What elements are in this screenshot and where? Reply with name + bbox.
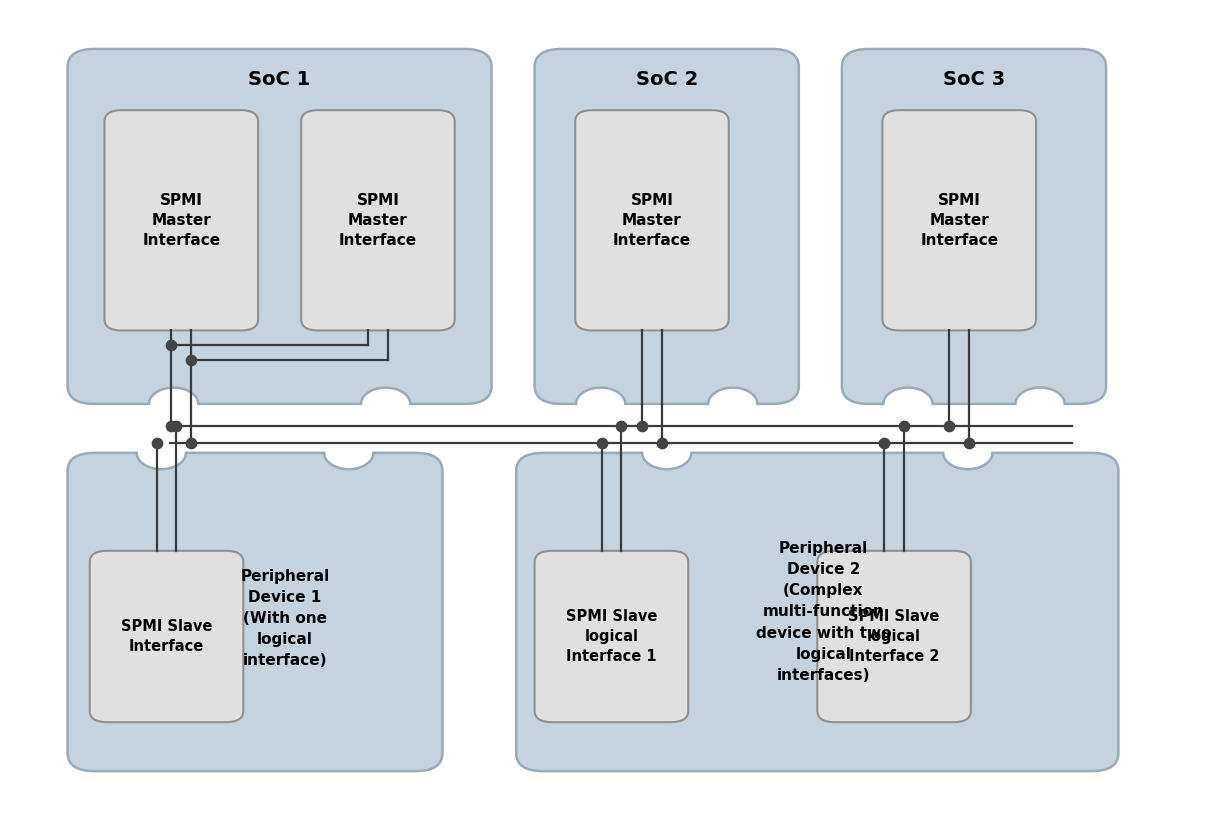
Circle shape — [136, 437, 186, 469]
Text: Peripheral
Device 1
(With one
logical
interface): Peripheral Device 1 (With one logical in… — [241, 569, 329, 667]
Circle shape — [324, 437, 374, 469]
Text: Peripheral
Device 2
(Complex
multi-function
device with two
logical
interfaces): Peripheral Device 2 (Complex multi-funct… — [756, 542, 891, 682]
FancyBboxPatch shape — [575, 110, 729, 330]
Text: SPMI
Master
Interface: SPMI Master Interface — [143, 193, 220, 247]
Text: SPMI
Master
Interface: SPMI Master Interface — [613, 193, 691, 247]
Point — [893, 419, 913, 432]
FancyBboxPatch shape — [842, 49, 1106, 404]
Point — [632, 419, 651, 432]
Circle shape — [1015, 388, 1064, 420]
Point — [611, 419, 630, 432]
FancyBboxPatch shape — [535, 551, 688, 722]
FancyBboxPatch shape — [90, 551, 243, 722]
Point — [161, 419, 182, 432]
Point — [939, 419, 959, 432]
Point — [959, 437, 978, 450]
Point — [161, 339, 182, 352]
FancyBboxPatch shape — [817, 551, 971, 722]
Text: SPMI Slave
logical
Interface 2: SPMI Slave logical Interface 2 — [848, 610, 940, 663]
FancyBboxPatch shape — [68, 453, 442, 771]
FancyBboxPatch shape — [301, 110, 455, 330]
FancyBboxPatch shape — [535, 49, 799, 404]
Point — [166, 419, 187, 432]
FancyBboxPatch shape — [68, 49, 492, 404]
Circle shape — [884, 388, 933, 420]
FancyBboxPatch shape — [104, 110, 258, 330]
Text: SoC 2: SoC 2 — [635, 70, 698, 90]
Circle shape — [642, 437, 691, 469]
FancyBboxPatch shape — [516, 453, 1118, 771]
Point — [874, 437, 893, 450]
Text: SPMI Slave
logical
Interface 1: SPMI Slave logical Interface 1 — [565, 610, 658, 663]
Text: SoC 1: SoC 1 — [248, 70, 311, 90]
Circle shape — [708, 388, 757, 420]
Circle shape — [149, 388, 198, 420]
Point — [182, 437, 202, 450]
Point — [591, 437, 611, 450]
Text: SoC 3: SoC 3 — [943, 70, 1005, 90]
Text: SPMI
Master
Interface: SPMI Master Interface — [339, 193, 417, 247]
Text: SPMI Slave
Interface: SPMI Slave Interface — [120, 619, 213, 654]
Point — [651, 437, 671, 450]
Circle shape — [576, 388, 626, 420]
Point — [182, 353, 202, 366]
Point — [146, 437, 166, 450]
Circle shape — [943, 437, 992, 469]
Text: SPMI
Master
Interface: SPMI Master Interface — [921, 193, 998, 247]
Circle shape — [361, 388, 410, 420]
FancyBboxPatch shape — [882, 110, 1036, 330]
